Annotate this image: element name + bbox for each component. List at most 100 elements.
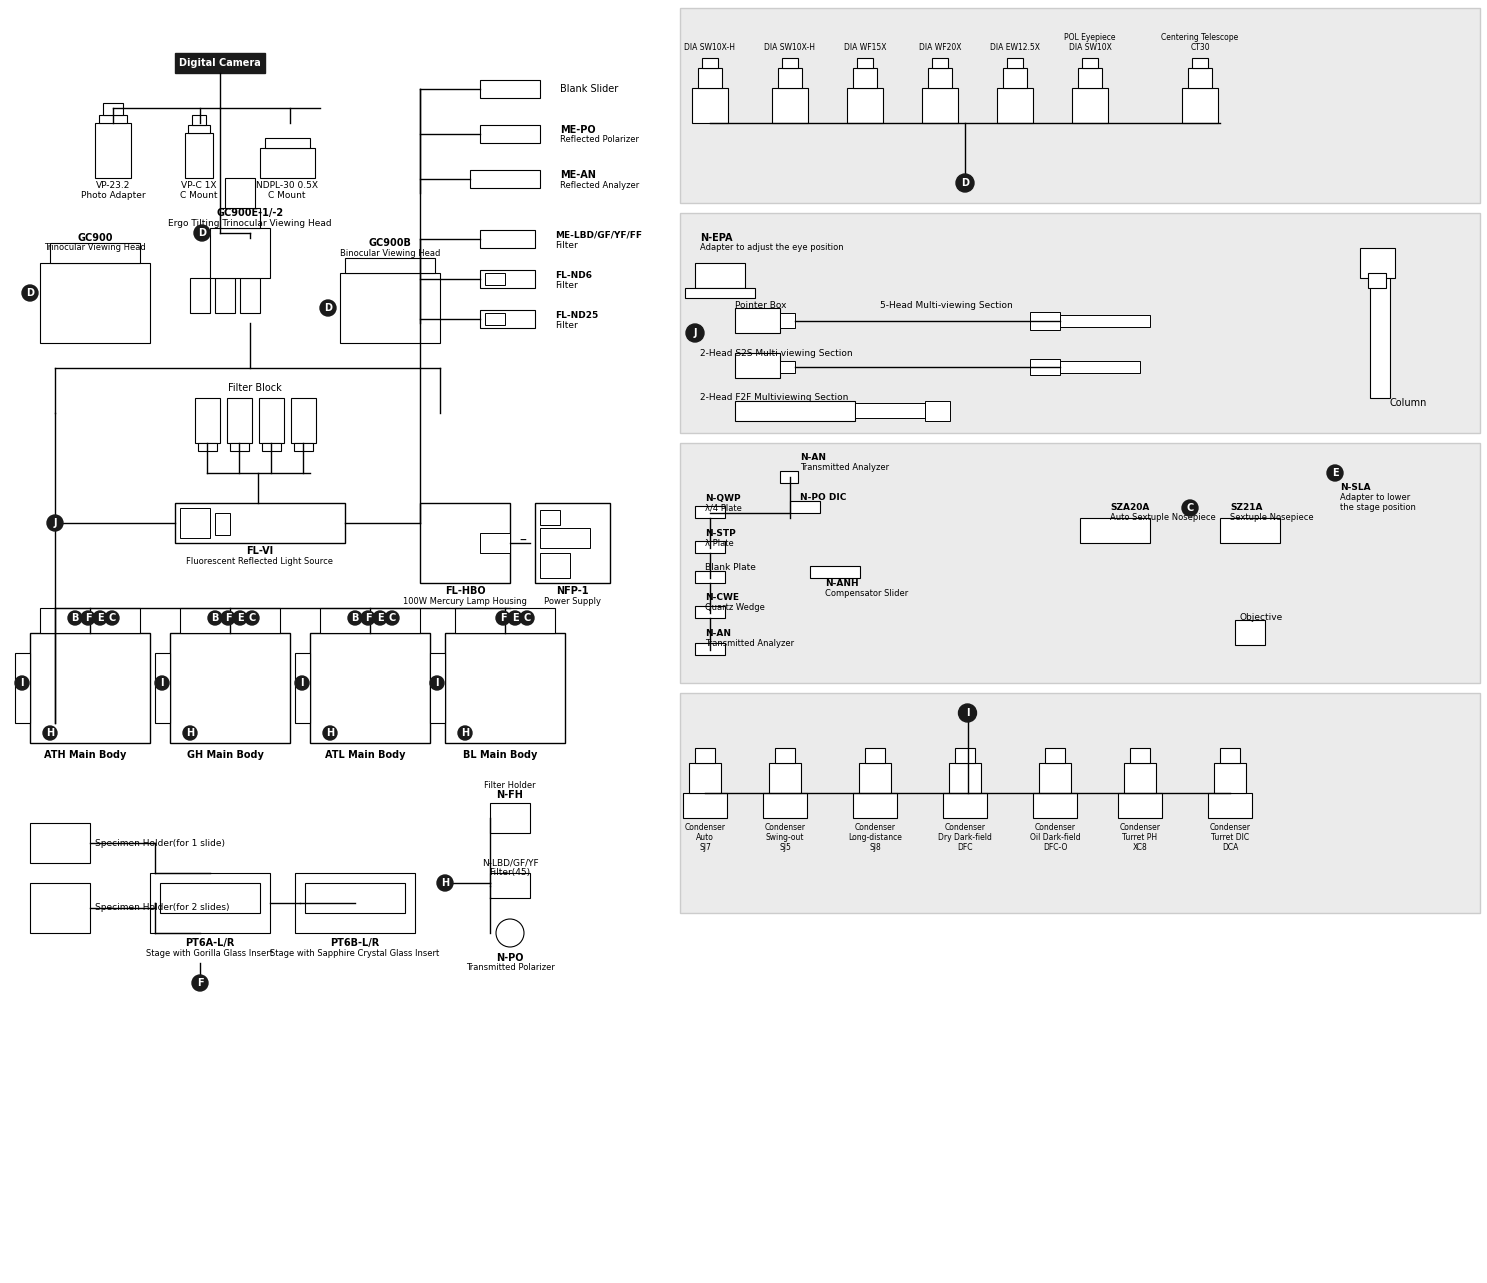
Text: N-AN: N-AN <box>800 453 825 462</box>
FancyBboxPatch shape <box>540 553 570 579</box>
FancyBboxPatch shape <box>103 103 123 115</box>
Text: Reflected Analyzer: Reflected Analyzer <box>561 181 639 190</box>
Circle shape <box>192 975 208 990</box>
FancyBboxPatch shape <box>51 242 140 263</box>
Text: SJ8: SJ8 <box>868 843 880 852</box>
FancyBboxPatch shape <box>230 443 248 452</box>
Text: D: D <box>961 178 970 189</box>
Text: 100W Mercury Lamp Housing: 100W Mercury Lamp Housing <box>403 597 526 606</box>
Text: C: C <box>523 613 531 624</box>
FancyBboxPatch shape <box>180 508 210 538</box>
Text: Photo Adapter: Photo Adapter <box>80 191 146 200</box>
Text: N-STP: N-STP <box>705 529 736 538</box>
Text: Swing-out: Swing-out <box>766 834 804 843</box>
Circle shape <box>94 611 107 625</box>
FancyBboxPatch shape <box>686 287 755 298</box>
Text: ME-LBD/GF/YF/FF: ME-LBD/GF/YF/FF <box>555 231 642 240</box>
Text: PT6B-L/R: PT6B-L/R <box>330 938 379 948</box>
FancyBboxPatch shape <box>691 89 729 123</box>
FancyBboxPatch shape <box>694 606 726 618</box>
Text: NFP-1: NFP-1 <box>556 586 589 597</box>
FancyBboxPatch shape <box>778 68 801 89</box>
Text: ME-PO: ME-PO <box>561 124 596 135</box>
Circle shape <box>785 472 796 482</box>
Text: Filter Block: Filter Block <box>228 384 283 393</box>
FancyBboxPatch shape <box>294 443 312 452</box>
Text: Trinocular Viewing Head: Trinocular Viewing Head <box>45 244 146 253</box>
Text: I: I <box>436 677 439 688</box>
Text: Condenser: Condenser <box>1120 824 1160 833</box>
FancyBboxPatch shape <box>683 793 727 819</box>
Text: ATH Main Body: ATH Main Body <box>43 751 126 760</box>
Text: C: C <box>388 613 396 624</box>
Circle shape <box>959 704 977 722</box>
FancyBboxPatch shape <box>40 263 150 343</box>
FancyBboxPatch shape <box>949 763 981 793</box>
FancyBboxPatch shape <box>854 68 877 89</box>
FancyBboxPatch shape <box>480 532 510 553</box>
Circle shape <box>323 726 338 740</box>
Circle shape <box>245 611 259 625</box>
Circle shape <box>686 325 703 343</box>
Text: Quartz Wedge: Quartz Wedge <box>705 603 764 612</box>
FancyBboxPatch shape <box>996 89 1033 123</box>
FancyBboxPatch shape <box>810 566 859 579</box>
Text: DFC-O: DFC-O <box>1042 843 1068 852</box>
FancyBboxPatch shape <box>198 443 217 452</box>
FancyBboxPatch shape <box>239 278 260 313</box>
Text: H: H <box>186 727 195 738</box>
FancyBboxPatch shape <box>455 608 555 633</box>
FancyBboxPatch shape <box>341 273 440 343</box>
FancyBboxPatch shape <box>932 58 949 68</box>
FancyBboxPatch shape <box>294 872 415 933</box>
Text: Specimen Holder(for 1 slide): Specimen Holder(for 1 slide) <box>95 839 225 848</box>
Text: E: E <box>512 613 519 624</box>
Text: ATL Main Body: ATL Main Body <box>324 751 406 760</box>
Text: Condenser: Condenser <box>855 824 895 833</box>
Circle shape <box>517 232 532 246</box>
Text: C Mount: C Mount <box>268 191 306 200</box>
FancyBboxPatch shape <box>775 748 796 763</box>
Circle shape <box>956 174 974 192</box>
Text: E: E <box>1332 468 1338 479</box>
Text: I: I <box>21 677 24 688</box>
FancyBboxPatch shape <box>1030 359 1060 375</box>
Text: POL Eyepiece: POL Eyepiece <box>1065 33 1115 42</box>
Text: DIA SW10X-H: DIA SW10X-H <box>684 44 736 53</box>
Text: I: I <box>300 677 303 688</box>
Text: E: E <box>97 613 103 624</box>
FancyBboxPatch shape <box>170 633 290 743</box>
FancyBboxPatch shape <box>854 793 897 819</box>
Text: N-CWE: N-CWE <box>705 594 739 603</box>
Text: DIA SW10X: DIA SW10X <box>1069 44 1111 53</box>
FancyBboxPatch shape <box>220 208 260 228</box>
Text: C: C <box>109 613 116 624</box>
Text: Oil Dark-field: Oil Dark-field <box>1029 834 1081 843</box>
FancyBboxPatch shape <box>925 402 950 421</box>
FancyBboxPatch shape <box>216 513 230 535</box>
Circle shape <box>68 611 82 625</box>
FancyBboxPatch shape <box>30 633 150 743</box>
FancyBboxPatch shape <box>694 506 726 518</box>
FancyBboxPatch shape <box>702 58 718 68</box>
FancyBboxPatch shape <box>491 803 529 833</box>
FancyBboxPatch shape <box>769 763 801 793</box>
Text: the stage position: the stage position <box>1340 503 1416 512</box>
Text: F: F <box>196 978 204 988</box>
Circle shape <box>497 919 523 947</box>
Text: Centering Telescope: Centering Telescope <box>1161 33 1239 42</box>
Text: FL-ND6: FL-ND6 <box>555 271 592 280</box>
FancyBboxPatch shape <box>161 883 260 913</box>
FancyBboxPatch shape <box>772 89 807 123</box>
FancyBboxPatch shape <box>1039 763 1071 793</box>
FancyBboxPatch shape <box>419 503 510 582</box>
Text: SZA20A: SZA20A <box>1109 503 1149 512</box>
Circle shape <box>168 661 192 685</box>
Circle shape <box>517 312 532 326</box>
Circle shape <box>520 611 534 625</box>
Text: Reflected Polarizer: Reflected Polarizer <box>561 136 639 145</box>
FancyBboxPatch shape <box>790 500 819 513</box>
FancyBboxPatch shape <box>291 398 317 443</box>
FancyBboxPatch shape <box>1124 763 1155 793</box>
Text: N-LBD/GF/YF: N-LBD/GF/YF <box>482 858 538 867</box>
